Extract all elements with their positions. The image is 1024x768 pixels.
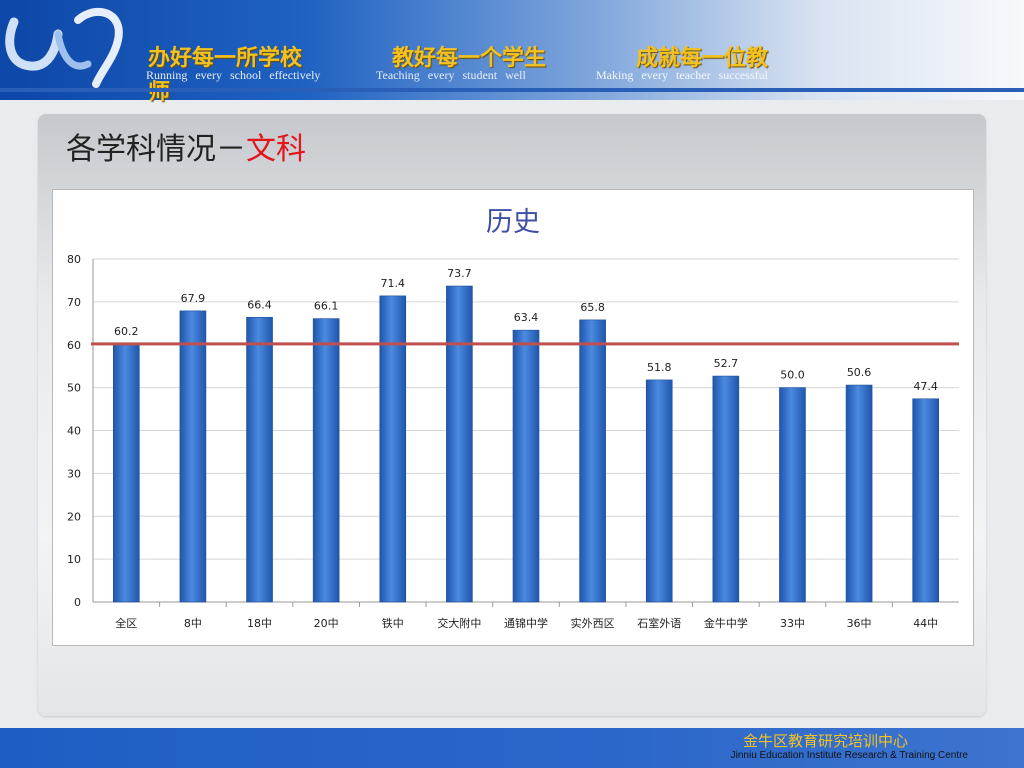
page-title: 各学科情况－文科 xyxy=(66,124,306,168)
data-label: 73.7 xyxy=(447,267,472,280)
slogan-teacher-wrap: 师 xyxy=(148,80,171,105)
chart-container: 历史 0 10 20 30 40 50 60 70 80 60.2 67.9 66.4 66.1 71.… xyxy=(52,189,974,646)
data-label: 67.9 xyxy=(181,292,206,305)
logo-icon xyxy=(5,7,123,88)
data-label: 66.4 xyxy=(247,298,271,311)
data-labels: 60.2 67.9 66.4 66.1 71.4 73.7 63.4 65.8 51.8 52.7… xyxy=(114,267,938,393)
x-tick-label: 金牛中学 xyxy=(704,616,748,630)
page-title-accent: 文科 xyxy=(246,132,306,167)
bar-chart: 历史 0 10 20 30 40 50 60 70 80 60.2 67.9 66.4 66.1 71.… xyxy=(67,207,959,630)
y-axis-ticks: 0 10 20 30 40 50 60 70 80 xyxy=(67,253,81,609)
x-tick-label: 36中 xyxy=(847,617,872,630)
slogan-school: 办好每一所学校 xyxy=(148,46,303,71)
bar xyxy=(113,343,140,603)
slogan-student: 教好每一个学生 xyxy=(392,46,547,71)
x-tick-label: 铁中 xyxy=(382,617,404,630)
y-tick-label: 80 xyxy=(67,253,81,266)
y-tick-label: 10 xyxy=(67,553,81,566)
x-tick-label: 实外西区 xyxy=(571,616,615,630)
y-tick-label: 40 xyxy=(67,425,81,438)
x-tick-label: 44中 xyxy=(913,617,938,630)
data-label: 50.0 xyxy=(780,369,805,382)
footer-org-en: Jinniu Education Institute Research & Tr… xyxy=(730,750,968,761)
x-tick-label: 石室外语 xyxy=(637,616,681,630)
data-label: 50.6 xyxy=(847,366,872,379)
data-label: 71.4 xyxy=(381,277,406,290)
bar xyxy=(645,379,673,603)
header-rule xyxy=(0,88,1024,92)
bar xyxy=(712,375,740,603)
y-tick-label: 30 xyxy=(67,467,81,480)
data-label: 66.1 xyxy=(314,300,339,313)
slogan-teacher-en: Making every teacher successful xyxy=(596,68,768,82)
x-axis-ticks: 全区 8中 18中 20中 铁中 交大附中 通锦中学 实外西区 石室外语 金牛中学 33中 36中 44… xyxy=(115,602,938,630)
y-tick-label: 60 xyxy=(67,339,81,352)
data-label: 52.7 xyxy=(714,357,739,370)
y-tick-label: 50 xyxy=(67,382,81,395)
data-label: 47.4 xyxy=(913,380,938,393)
slogan-school-en: Running every school effectively xyxy=(146,68,321,82)
header-banner: 办好每一所学校 教好每一个学生 成就每一位教 师 Running every s… xyxy=(0,0,1024,105)
footer-org-cn: 金牛区教育研究培训中心 xyxy=(742,732,908,750)
y-tick-label: 70 xyxy=(67,296,81,309)
bar xyxy=(912,398,939,603)
slogan-teacher: 成就每一位教 xyxy=(636,46,769,71)
bar xyxy=(579,319,606,603)
chart-title: 历史 xyxy=(486,207,540,238)
data-label: 65.8 xyxy=(580,301,605,314)
bar xyxy=(512,329,540,603)
bar xyxy=(379,295,407,603)
x-tick-label: 交大附中 xyxy=(437,616,481,630)
y-tick-label: 0 xyxy=(74,596,81,609)
bar xyxy=(446,285,473,603)
x-tick-label: 18中 xyxy=(247,617,272,630)
bar xyxy=(179,310,207,603)
x-tick-label: 8中 xyxy=(184,617,202,630)
bar xyxy=(779,387,806,603)
bar xyxy=(312,318,340,603)
x-tick-label: 全区 xyxy=(115,616,137,630)
chart-bars xyxy=(113,285,939,603)
x-tick-label: 20中 xyxy=(314,617,339,630)
x-tick-label: 33中 xyxy=(780,617,805,630)
x-tick-label: 通锦中学 xyxy=(504,616,548,630)
data-label: 51.8 xyxy=(647,361,672,374)
bar xyxy=(845,384,873,603)
footer-bar: 金牛区教育研究培训中心 Jinniu Education Institute R… xyxy=(0,728,1024,768)
page-title-prefix: 各学科情况－ xyxy=(66,132,246,167)
data-label: 60.2 xyxy=(114,325,139,338)
slogan-student-en: Teaching every student well xyxy=(376,68,526,82)
y-tick-label: 20 xyxy=(67,510,81,523)
data-label: 63.4 xyxy=(514,311,539,324)
bar xyxy=(246,317,273,603)
